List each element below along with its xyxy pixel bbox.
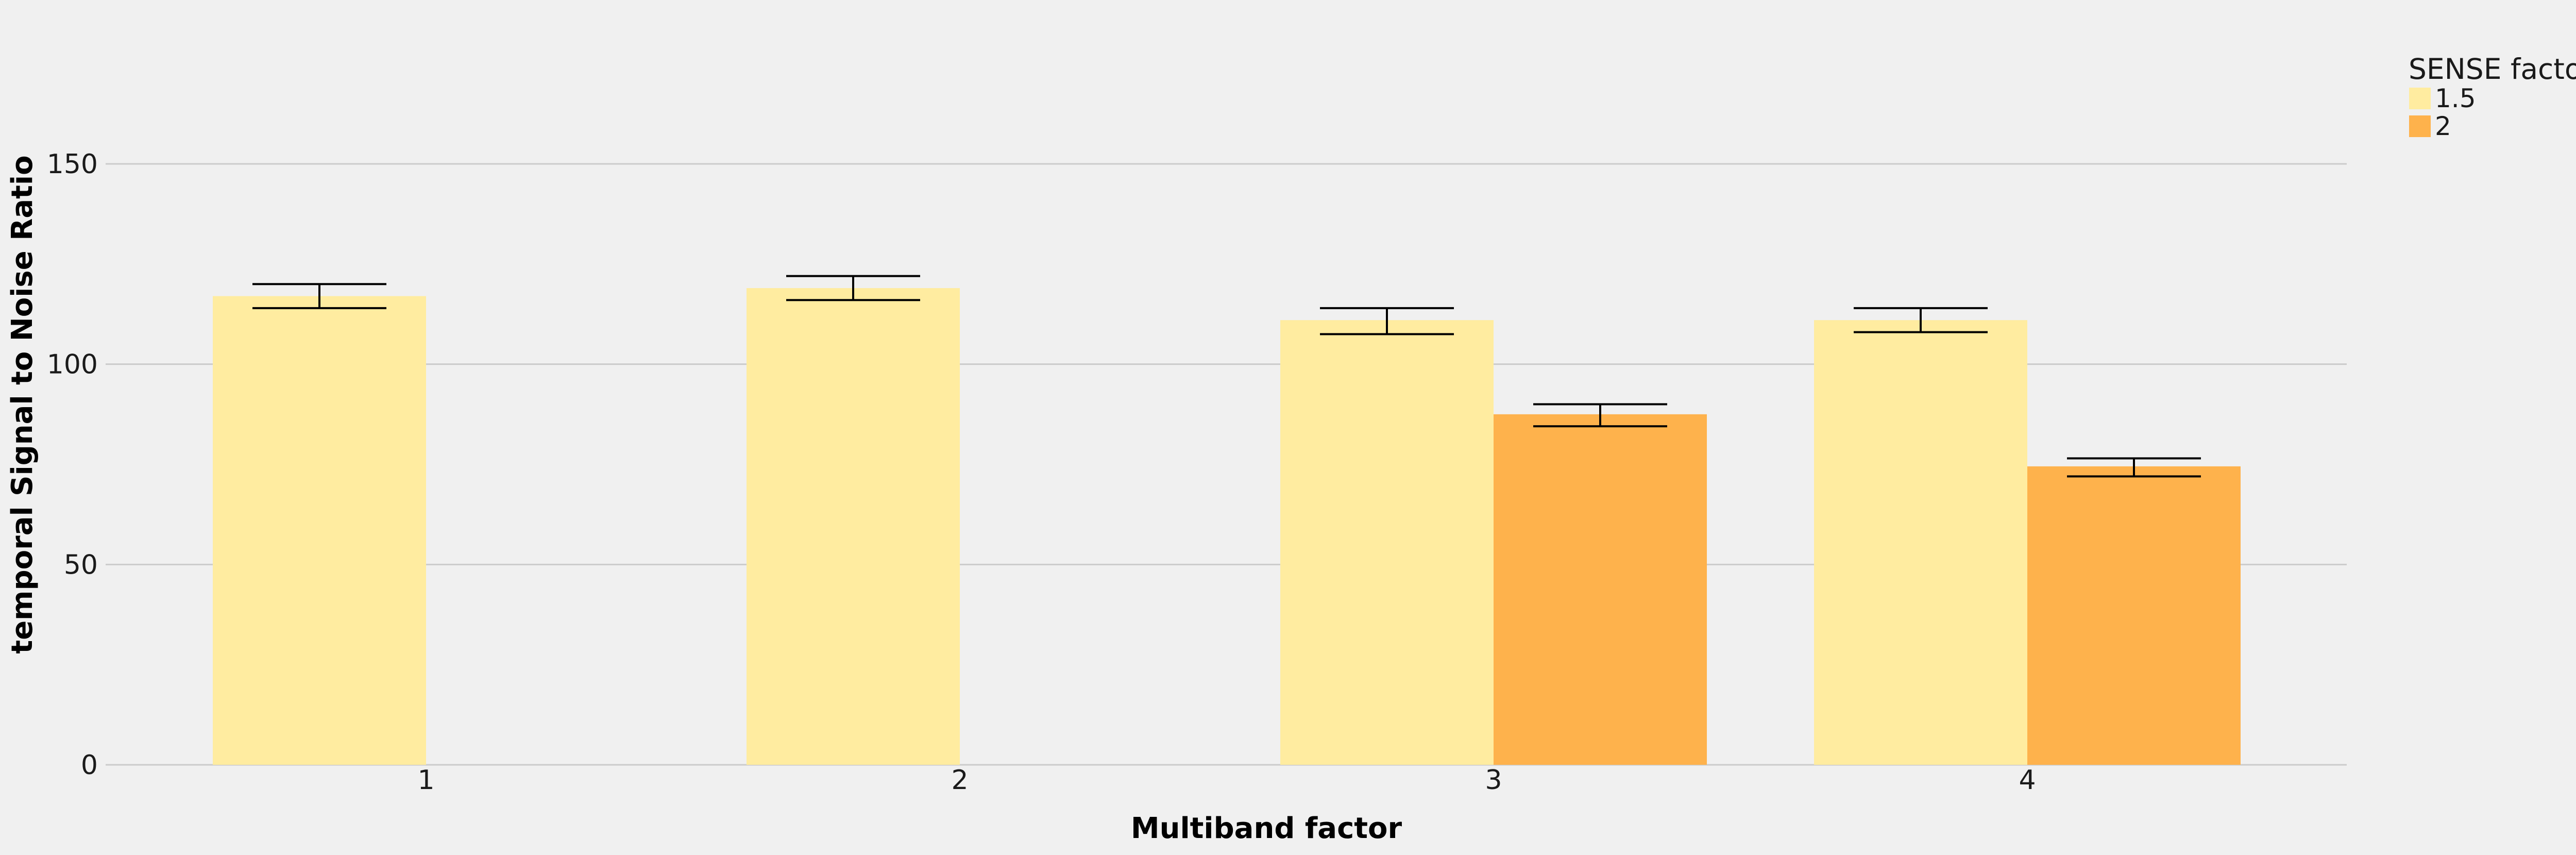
legend: SENSE factor 1.52 [2409,53,2576,141]
legend-label: 1.5 [2435,83,2476,113]
legend-swatch [2409,88,2431,109]
bars [213,288,2241,765]
bar [1280,320,1494,765]
x-tick-label: 1 [417,765,434,796]
legend-title: SENSE factor [2409,53,2576,86]
x-tick-label: 2 [951,765,968,796]
bar [1814,320,2027,765]
bar [213,296,426,765]
error-bars [252,275,2201,478]
y-tick-label: 50 [64,549,98,580]
y-tick-labels: 0 50 100 150 [47,149,98,781]
bar [2027,466,2241,765]
legend-swatch [2409,115,2431,137]
x-tick-label: 3 [1485,765,1502,796]
x-tick-label: 4 [2019,765,2036,796]
bar [1494,414,1707,765]
y-tick-label: 150 [47,149,98,180]
legend-label: 2 [2435,111,2451,141]
x-axis-title: Multiband factor [1131,812,1402,845]
y-axis-title: temporal Signal to Noise Ratio [6,155,39,653]
x-tick-labels: 1 2 3 4 [417,765,2036,796]
y-tick-label: 0 [81,750,98,781]
bar [747,288,960,765]
y-tick-label: 100 [47,349,98,380]
